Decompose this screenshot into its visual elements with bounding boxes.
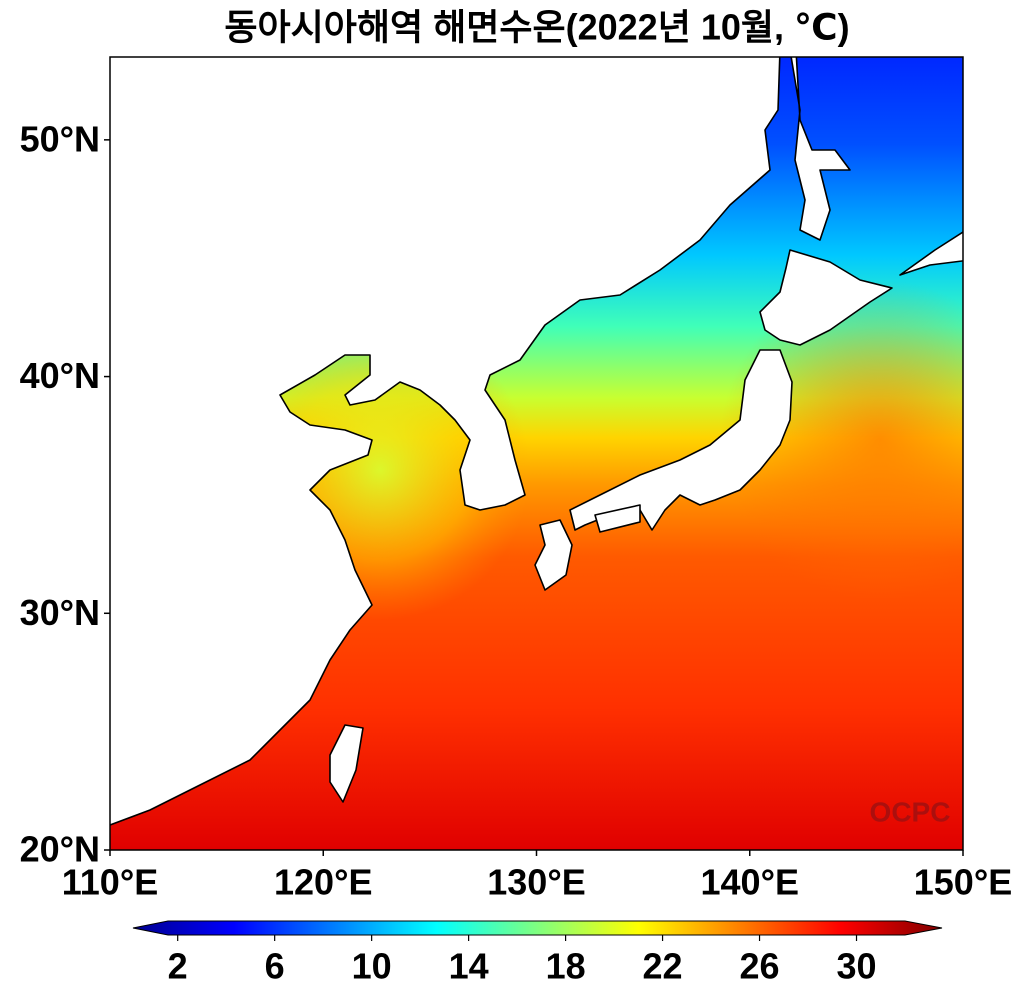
- kyushu: [534, 519, 573, 591]
- colorbar-tick-label: 14: [449, 946, 489, 987]
- y-tick-label: 20°N: [20, 829, 100, 870]
- x-tick-label: 150°E: [914, 862, 1012, 903]
- y-tick-label: 40°N: [20, 355, 100, 396]
- colorbar-tick-label: 10: [352, 946, 392, 987]
- taiwan: [329, 724, 364, 803]
- shikoku: [594, 504, 641, 533]
- colorbar-tick-label: 18: [546, 946, 586, 987]
- colorbar-tick-label: 22: [643, 946, 683, 987]
- y-tick-label: 50°N: [20, 118, 100, 159]
- map-area: OCPC: [110, 57, 963, 850]
- colorbar-bar: [132, 920, 943, 936]
- x-tick-label: 120°E: [274, 862, 372, 903]
- y-tick-label: 30°N: [20, 592, 100, 633]
- colorbar-tick-label: 26: [740, 946, 780, 987]
- title: 동아시아해역 해면수온(2022년 10월, ℃): [224, 7, 849, 48]
- watermark: OCPC: [870, 796, 951, 827]
- axes: 110°E 120°E 130°E 140°E 150°E 20°N 30°N 40°N 50°…: [20, 118, 1013, 902]
- russia-coast: [899, 231, 963, 276]
- x-tick-label: 140°E: [701, 862, 799, 903]
- colorbar-tick-label: 2: [168, 946, 188, 987]
- x-tick-label: 110°E: [62, 862, 159, 903]
- mainland: [110, 57, 781, 826]
- honshu: [569, 349, 793, 531]
- colorbar: 2 6 10 14 18 22 26 30: [132, 920, 943, 987]
- land: [110, 57, 963, 826]
- colorbar-tick-label: 30: [836, 946, 876, 987]
- colorbar-tick-label: 6: [265, 946, 285, 987]
- sakhalin: [790, 57, 851, 241]
- hokkaido: [759, 249, 893, 346]
- x-tick-label: 130°E: [487, 862, 585, 903]
